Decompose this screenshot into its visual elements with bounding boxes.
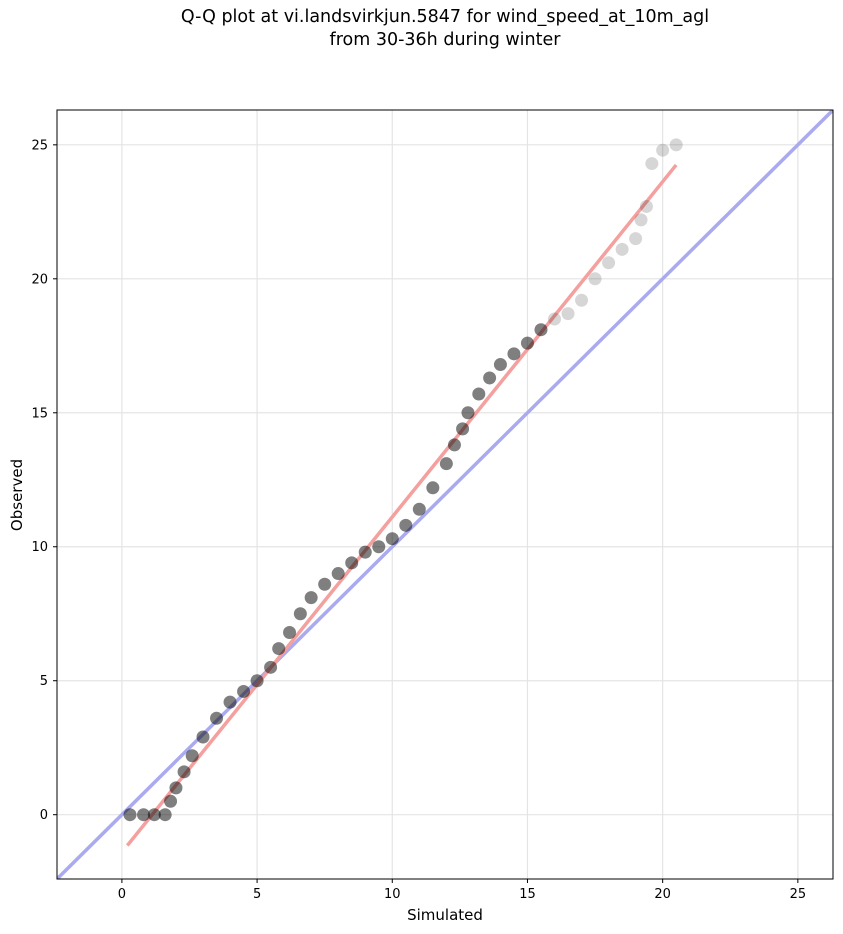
x-tick-label: 10 [384,887,401,902]
qq-point [283,625,297,639]
qq-point [534,323,548,337]
qq-point [358,545,372,559]
qq-point [237,684,251,698]
qq-point [561,307,575,321]
qq-point [426,481,440,495]
qq-point [447,438,461,452]
qq-point [318,577,332,591]
qq-point [615,242,629,256]
y-tick-label: 5 [40,674,48,689]
grid-lines [57,110,833,879]
identity-line [57,110,833,879]
qq-point [507,347,521,361]
qq-point [629,232,643,246]
qq-point [210,711,224,725]
qq-point [264,660,278,674]
qq-point [304,591,318,605]
data-layer [57,110,833,879]
fit-line [125,163,678,847]
qq-point [196,730,210,744]
qq-point [345,556,359,570]
qq-point [272,642,286,656]
qq-point [223,695,237,709]
y-axis-label: Observed [8,459,26,531]
qq-point [385,532,399,546]
chart-subtitle: from 30-36h during winter [329,30,561,50]
qq-point [158,808,172,822]
chart-title-block: Q-Q plot at vi.landsvirkjun.5847 for win… [0,6,843,52]
y-tick-label: 0 [40,808,48,823]
qq-point [548,312,562,326]
qq-point [123,808,137,822]
qq-point [456,422,470,436]
y-tick-label: 15 [31,406,48,421]
qq-point [602,256,616,270]
qq-point [147,808,161,822]
x-tick-label: 15 [519,887,536,902]
qq-point [185,749,199,763]
qq-point [372,540,386,554]
qq-point [250,674,264,688]
qq-point [412,502,426,516]
qq-point [656,143,670,157]
plot-frame [56,109,834,880]
qq-point [520,336,534,350]
qq-point [137,808,151,822]
qq-point [493,358,507,372]
qq-point [483,371,497,385]
x-axis-label: Simulated [407,906,483,924]
qq-point [293,607,307,621]
qq-point [169,781,183,795]
chart-title: Q-Q plot at vi.landsvirkjun.5847 for win… [180,7,710,27]
qq-point [399,518,413,532]
x-tick-label: 20 [654,887,671,902]
x-tick-label: 5 [253,887,261,902]
qq-point [177,765,191,779]
y-tick-label: 20 [31,272,48,287]
qq-point [331,567,345,581]
qq-point [439,457,453,471]
qq-point [639,199,653,213]
x-tick-label: 0 [118,887,126,902]
qq-point [164,794,178,808]
qq-point [472,387,486,401]
qq-point [645,157,659,171]
qq-point [669,138,683,152]
axis-ticks: 0 5 10 15 20 25 0 5 10 15 20 25 [31,138,806,902]
qq-point [634,213,648,227]
qq-point [575,293,589,307]
x-tick-label: 25 [790,887,807,902]
qq-point [461,406,475,420]
y-tick-label: 10 [31,540,48,555]
y-tick-label: 25 [31,138,48,153]
qq-point [588,272,602,286]
